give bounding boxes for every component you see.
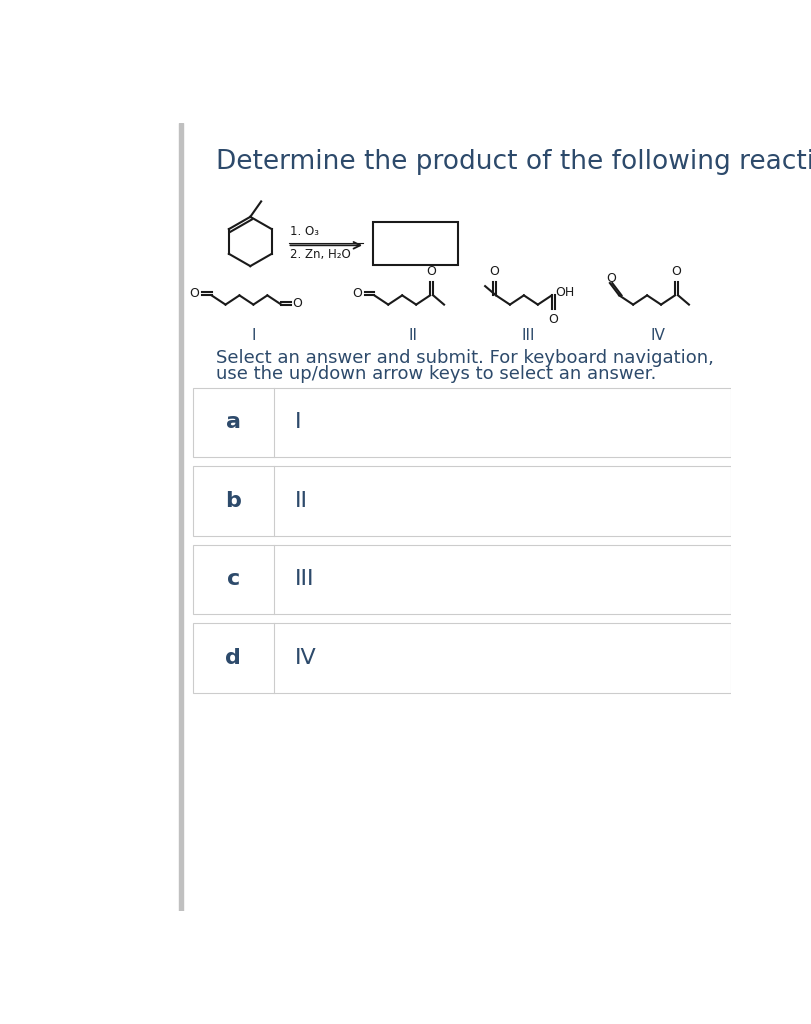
Text: O: O bbox=[189, 288, 199, 300]
Bar bbox=[193, 466, 730, 536]
Text: O: O bbox=[292, 297, 302, 309]
Text: I: I bbox=[251, 328, 256, 343]
Text: III: III bbox=[521, 328, 534, 343]
Text: d: d bbox=[225, 648, 241, 668]
Text: III: III bbox=[295, 569, 315, 590]
Text: Determine the product of the following reaction: Determine the product of the following r… bbox=[216, 150, 811, 175]
Text: 2. Zn, H₂O: 2. Zn, H₂O bbox=[290, 248, 350, 261]
Text: O: O bbox=[606, 272, 616, 285]
Text: I: I bbox=[295, 413, 302, 432]
Text: c: c bbox=[226, 569, 239, 590]
Bar bbox=[193, 545, 730, 614]
Text: b: b bbox=[225, 490, 241, 511]
Bar bbox=[178, 123, 182, 911]
Text: O: O bbox=[547, 313, 558, 326]
Text: use the up/down arrow keys to select an answer.: use the up/down arrow keys to select an … bbox=[216, 365, 656, 383]
Text: a: a bbox=[225, 413, 240, 432]
Bar bbox=[193, 388, 730, 457]
Text: O: O bbox=[671, 264, 680, 278]
Text: O: O bbox=[489, 264, 499, 278]
Text: O: O bbox=[427, 264, 436, 278]
Text: IV: IV bbox=[295, 648, 316, 668]
Text: Select an answer and submit. For keyboard navigation,: Select an answer and submit. For keyboar… bbox=[216, 349, 713, 368]
Text: II: II bbox=[295, 490, 308, 511]
Text: O: O bbox=[352, 288, 362, 300]
Bar bbox=[193, 624, 730, 692]
Text: 1. O₃: 1. O₃ bbox=[290, 224, 319, 238]
Text: IV: IV bbox=[650, 328, 664, 343]
Text: II: II bbox=[408, 328, 417, 343]
Bar bbox=[372, 222, 457, 264]
Text: OH: OH bbox=[554, 286, 573, 299]
